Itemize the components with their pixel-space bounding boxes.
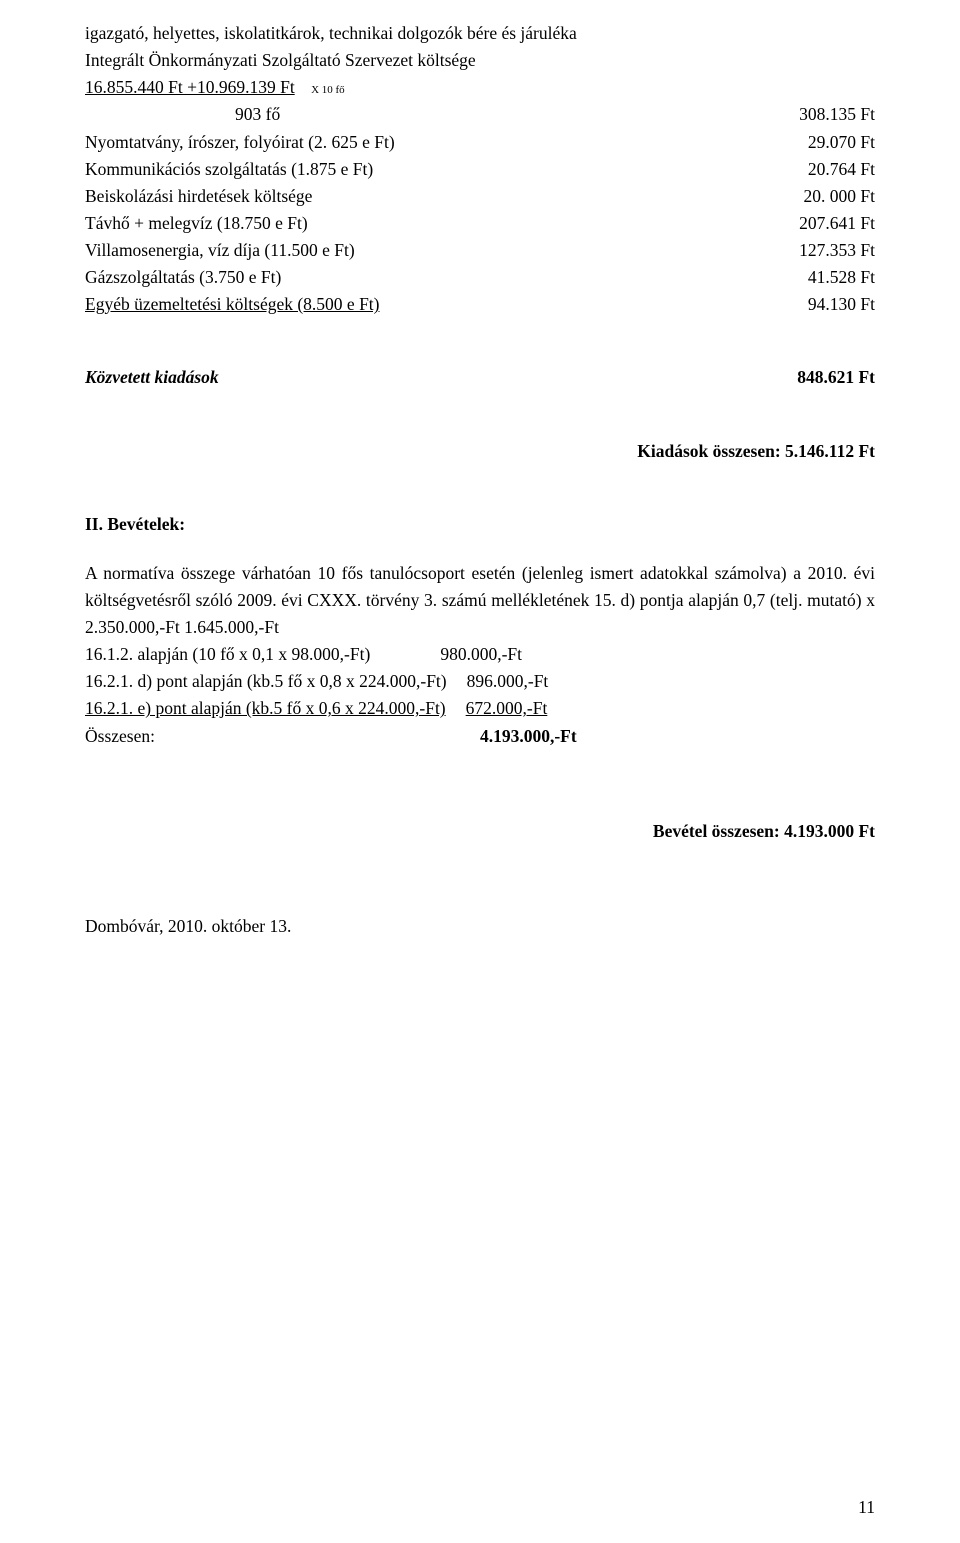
osszesen-left: Összesen: <box>85 723 155 750</box>
calc-row-3: 16.2.1. e) pont alapján (kb.5 fő x 0,6 x… <box>85 695 875 722</box>
cost-row: Villamosenergia, víz díja (11.500 e Ft) … <box>85 237 875 264</box>
cost-row-right: 127.353 Ft <box>779 237 875 264</box>
cost-row-left: Beiskolázási hirdetések költsége <box>85 183 784 210</box>
calc-row-1: 16.1.2. alapján (10 fő x 0,1 x 98.000,-F… <box>85 641 875 668</box>
cost-row: Kommunikációs szolgáltatás (1.875 e Ft) … <box>85 156 875 183</box>
kiadasok-total: Kiadások összesen: 5.146.112 Ft <box>85 438 875 465</box>
calc-row-1-right: 980.000,-Ft <box>370 641 875 668</box>
cost-row-last-right: 94.130 Ft <box>788 291 875 318</box>
cost-row: Beiskolázási hirdetések költsége 20. 000… <box>85 183 875 210</box>
osszesen-right: 4.193.000,-Ft <box>155 723 875 750</box>
page-number: 11 <box>858 1494 875 1521</box>
cost-row-left: Nyomtatvány, írószer, folyóirat (2. 625 … <box>85 129 788 156</box>
cost-row: Gázszolgáltatás (3.750 e Ft) 41.528 Ft <box>85 264 875 291</box>
bevetelek-paragraph: A normatíva összege várhatóan 10 fős tan… <box>85 560 875 641</box>
document-date: Dombóvár, 2010. október 13. <box>85 913 875 940</box>
intro-line-3-note: X 10 fő <box>299 84 345 96</box>
cost-row-last-left: Egyéb üzemeltetési költségek (8.500 e Ft… <box>85 291 788 318</box>
calc-row-2: 16.2.1. d) pont alapján (kb.5 fő x 0,8 x… <box>85 668 875 695</box>
calc-row-3-left: 16.2.1. e) pont alapján (kb.5 fő x 0,6 x… <box>85 695 446 722</box>
intro-line-2: Integrált Önkormányzati Szolgáltató Szer… <box>85 47 875 74</box>
cost-row: Nyomtatvány, írószer, folyóirat (2. 625 … <box>85 129 875 156</box>
osszesen-row: Összesen: 4.193.000,-Ft <box>85 723 875 750</box>
document-page: igazgató, helyettes, iskolatitkárok, tec… <box>0 0 960 1543</box>
cost-row-left: Villamosenergia, víz díja (11.500 e Ft) <box>85 237 779 264</box>
cost-row-right: 20.764 Ft <box>788 156 875 183</box>
calc-row-2-right: 896.000,-Ft <box>447 668 875 695</box>
cost-row-left: Kommunikációs szolgáltatás (1.875 e Ft) <box>85 156 788 183</box>
cost-row-right: 41.528 Ft <box>788 264 875 291</box>
bevetelek-heading: II. Bevételek: <box>85 511 875 538</box>
row-903: 903 fő 308.135 Ft <box>85 101 875 128</box>
intro-line-3: 16.855.440 Ft +10.969.139 Ft X 10 fő <box>85 74 875 101</box>
calc-row-2-left: 16.2.1. d) pont alapján (kb.5 fő x 0,8 x… <box>85 668 447 695</box>
intro-line-3-amount: 16.855.440 Ft +10.969.139 Ft <box>85 77 295 97</box>
row-903-right: 308.135 Ft <box>779 101 875 128</box>
cost-row-right: 29.070 Ft <box>788 129 875 156</box>
row-903-left: 903 fő <box>85 101 779 128</box>
cost-row-right: 20. 000 Ft <box>784 183 875 210</box>
calc-row-1-left: 16.1.2. alapján (10 fő x 0,1 x 98.000,-F… <box>85 641 370 668</box>
cost-row: Távhő + melegvíz (18.750 e Ft) 207.641 F… <box>85 210 875 237</box>
intro-line-1: igazgató, helyettes, iskolatitkárok, tec… <box>85 20 875 47</box>
kozvetett-row: Közvetett kiadások 848.621 Ft <box>85 364 875 391</box>
bevetel-total: Bevétel összesen: 4.193.000 Ft <box>85 818 875 845</box>
kozvetett-left: Közvetett kiadások <box>85 364 777 391</box>
cost-row-left: Gázszolgáltatás (3.750 e Ft) <box>85 264 788 291</box>
cost-row-last: Egyéb üzemeltetési költségek (8.500 e Ft… <box>85 291 875 318</box>
kozvetett-right: 848.621 Ft <box>777 364 875 391</box>
cost-row-left: Távhő + melegvíz (18.750 e Ft) <box>85 210 779 237</box>
cost-row-right: 207.641 Ft <box>779 210 875 237</box>
calc-row-3-right: 672.000,-Ft <box>446 695 875 722</box>
